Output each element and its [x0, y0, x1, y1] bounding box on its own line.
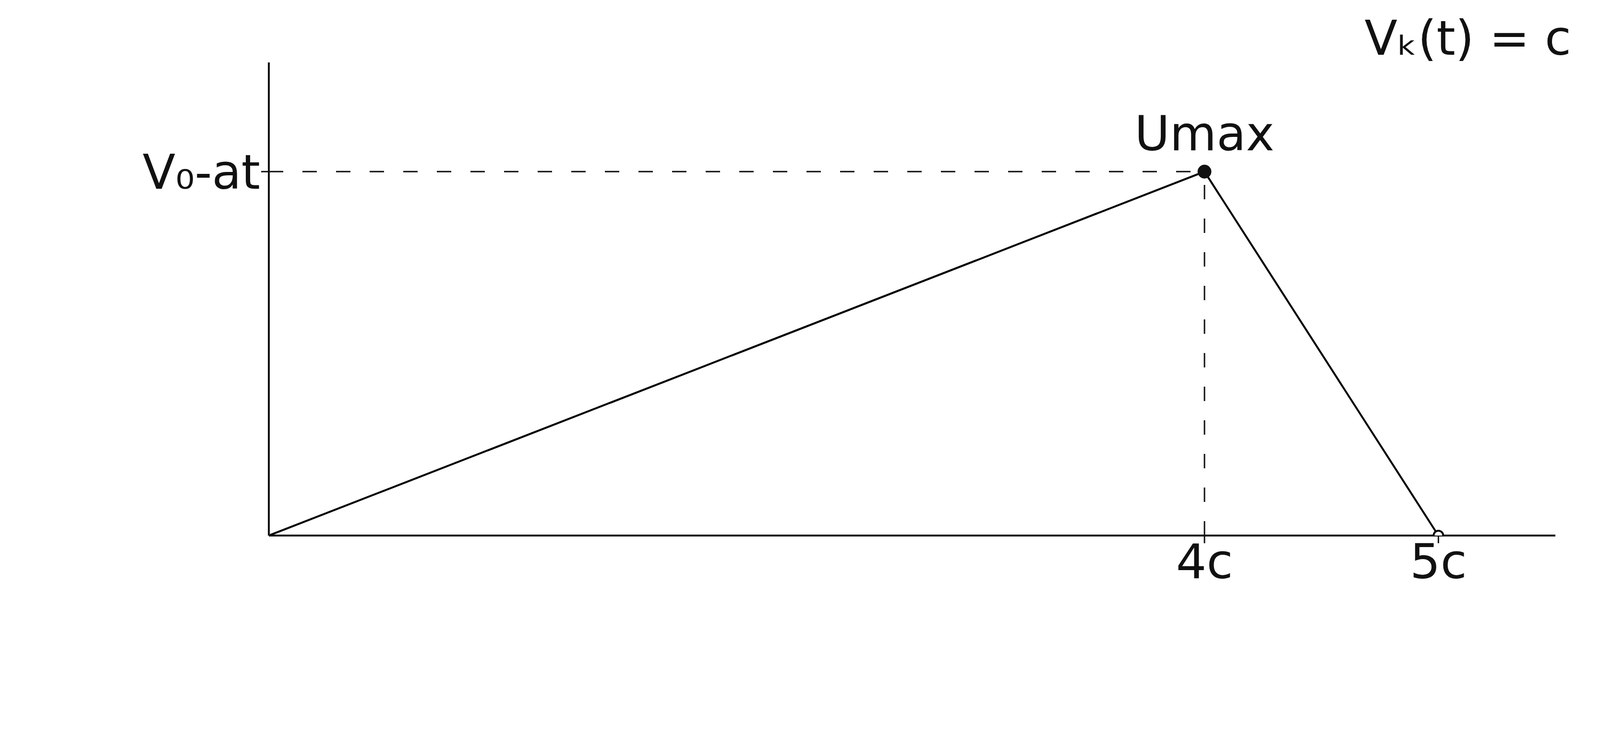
svg-text:5c: 5c [1409, 533, 1468, 590]
html-text:Vₖ(t) = c: Vₖ(t) = c [1364, 10, 1572, 67]
svg-text:Umax: Umax [1134, 105, 1275, 162]
svg-text:V₀-at: V₀-at [142, 144, 261, 201]
svg-text:4c: 4c [1176, 533, 1234, 590]
